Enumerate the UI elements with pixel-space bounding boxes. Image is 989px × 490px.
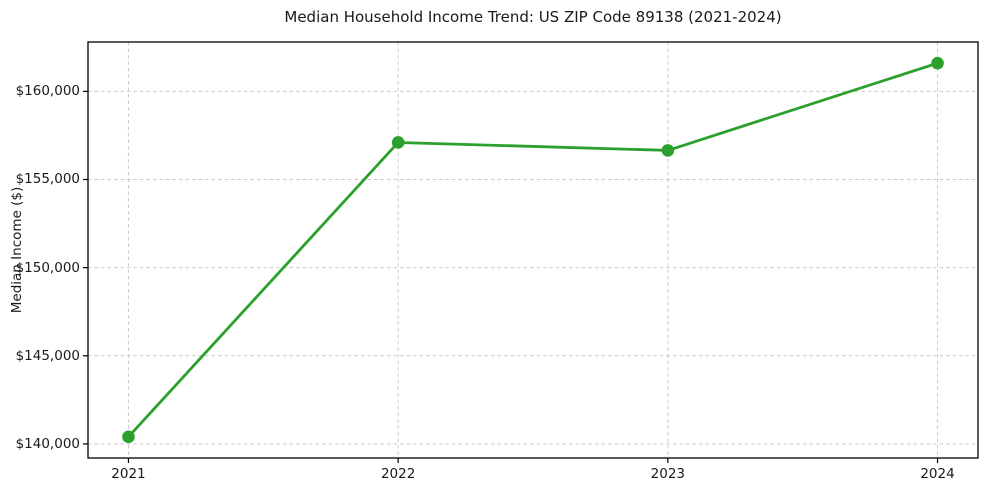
y-tick-label: $160,000 [15,83,80,100]
data-line [127,61,939,439]
x-tick-label: 2022 [380,466,416,482]
data-point-marker [661,144,675,157]
y-tick-label: $145,000 [15,347,80,364]
data-point-marker [391,136,405,149]
chart-title: Median Household Income Trend: US ZIP Co… [284,8,782,26]
y-tick-label: $150,000 [15,259,80,276]
x-tick-label: 2023 [650,466,686,482]
data-point-marker [122,430,135,444]
y-tick-label: $155,000 [15,171,80,188]
y-tick-label: $140,000 [15,435,80,452]
x-tick-label: 2021 [111,466,146,482]
data-point-marker [931,56,944,70]
x-tick-label: 2024 [920,466,955,482]
plot-frame [87,41,979,459]
